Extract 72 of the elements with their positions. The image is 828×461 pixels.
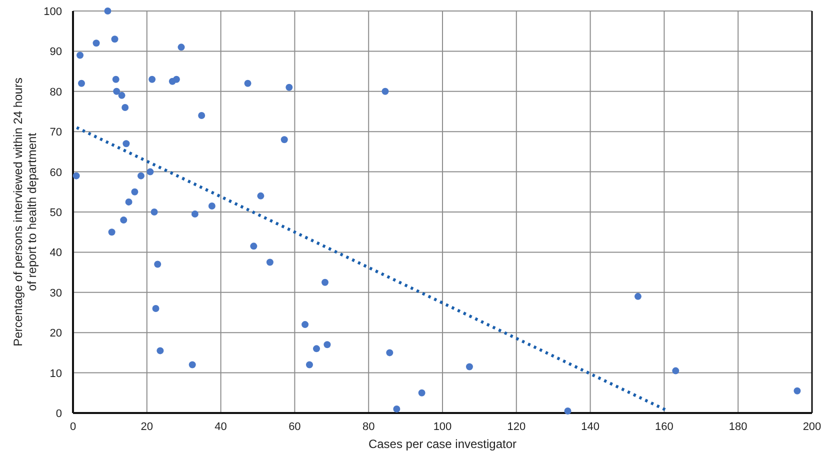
point bbox=[122, 104, 129, 111]
point bbox=[122, 140, 130, 148]
point bbox=[120, 216, 128, 224]
point bbox=[208, 202, 216, 210]
x-tick-label: 160 bbox=[655, 421, 674, 433]
point bbox=[108, 228, 116, 236]
y-tick-label: 40 bbox=[50, 247, 62, 260]
point bbox=[302, 321, 309, 328]
point bbox=[322, 278, 328, 286]
point bbox=[466, 363, 473, 370]
point bbox=[148, 76, 156, 83]
point bbox=[257, 192, 264, 200]
point bbox=[634, 292, 642, 300]
point bbox=[111, 36, 118, 43]
point bbox=[393, 405, 400, 412]
point bbox=[191, 210, 198, 218]
x-axis-title: Cases per case investigator bbox=[368, 437, 517, 451]
point bbox=[150, 208, 158, 216]
y-tick-label: 50 bbox=[50, 207, 62, 219]
y-axis-title: Percentage of persons interviewed within 24 hours of report to health department bbox=[11, 78, 39, 346]
point bbox=[386, 349, 394, 356]
y-tick-label: 90 bbox=[50, 46, 62, 58]
x-tick-label: 0 bbox=[70, 421, 76, 433]
point bbox=[112, 76, 120, 83]
point bbox=[418, 389, 426, 396]
point bbox=[306, 361, 313, 368]
x-tick-label: 20 bbox=[140, 421, 154, 433]
point bbox=[382, 88, 389, 95]
y-tick-label: 20 bbox=[50, 328, 62, 340]
point bbox=[131, 188, 138, 196]
point bbox=[172, 76, 180, 83]
y-tick-label: 60 bbox=[50, 166, 62, 179]
point bbox=[72, 172, 80, 180]
point bbox=[76, 52, 84, 59]
y-tick-label: 70 bbox=[50, 126, 62, 139]
point bbox=[154, 260, 162, 268]
point bbox=[286, 84, 293, 91]
point bbox=[113, 88, 120, 95]
point bbox=[672, 367, 680, 374]
point bbox=[118, 92, 126, 99]
point bbox=[280, 136, 288, 144]
x-tick-label: 180 bbox=[728, 421, 748, 433]
x-tick-label: 100 bbox=[433, 421, 452, 433]
x-tick-label: 60 bbox=[288, 421, 301, 433]
point bbox=[104, 8, 112, 14]
point bbox=[125, 198, 132, 206]
point bbox=[146, 168, 154, 176]
y-tick-label: 0 bbox=[56, 408, 62, 420]
point bbox=[137, 172, 144, 180]
point bbox=[564, 407, 572, 414]
y-tick-label: 100 bbox=[44, 6, 62, 18]
point bbox=[266, 258, 274, 266]
point bbox=[178, 44, 185, 51]
x-tick-label: 40 bbox=[214, 421, 227, 433]
x-tick-label: 200 bbox=[802, 421, 822, 433]
y-tick-label: 10 bbox=[50, 368, 62, 380]
x-tick-label: 140 bbox=[581, 421, 600, 433]
point bbox=[78, 80, 85, 87]
point bbox=[324, 341, 331, 348]
point bbox=[794, 387, 801, 394]
x-tick-label: 80 bbox=[362, 421, 375, 433]
point bbox=[188, 361, 196, 368]
point bbox=[198, 112, 206, 120]
point bbox=[244, 80, 252, 87]
y-tick-label: 80 bbox=[50, 86, 62, 98]
point bbox=[156, 347, 164, 354]
point bbox=[92, 40, 100, 47]
x-tick-label: 120 bbox=[507, 421, 526, 433]
y-tick-label: 30 bbox=[50, 287, 62, 300]
point bbox=[152, 304, 160, 312]
point bbox=[313, 345, 320, 352]
point bbox=[250, 242, 258, 250]
